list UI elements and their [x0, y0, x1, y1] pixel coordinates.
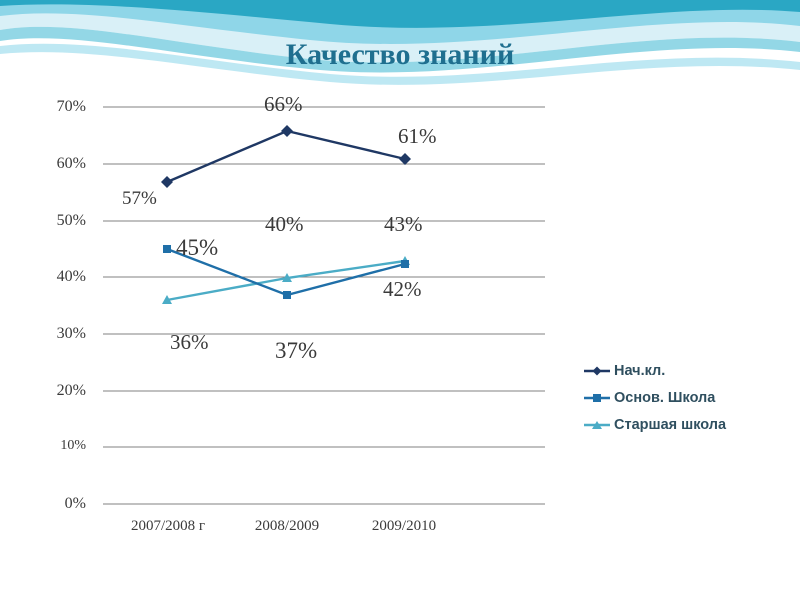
legend-item-osnovnaya-shkola[interactable]: Основ. Школа [584, 384, 764, 411]
legend-item-nachalnye-klassy[interactable]: Нач.кл. [584, 357, 764, 384]
data-label-starsh-2007-2008: 36% [170, 330, 209, 354]
legend-label-starshaya-shkola: Старшая школа [614, 416, 727, 433]
data-label-osnov-2009-2010: 42% [383, 277, 422, 301]
legend-marker-diamond-icon [584, 365, 610, 377]
y-axis-tick-20: 20% [56, 382, 86, 399]
x-axis-category-2008-2009: 2008/2009 [254, 518, 320, 534]
y-axis-tick-70: 70% [56, 98, 86, 115]
legend-label-nachalnye-klassy: Нач.кл. [614, 362, 666, 379]
y-axis-tick-60: 60% [56, 155, 86, 172]
data-label-starsh-2009-2010: 43% [384, 212, 423, 236]
data-label-osnov-2008-2009: 37% [275, 338, 318, 363]
series-line-nachalnye-klassy [166, 129, 406, 184]
gridlines [103, 106, 545, 505]
x-axis-category-2009-2010: 2009/2010 [371, 518, 437, 534]
legend-label-osnovnaya-shkola: Основ. Школа [614, 389, 716, 406]
legend-marker-square-icon [584, 392, 610, 404]
data-label-osnov-2007-2008: 45% [176, 235, 219, 260]
legend-item-starshaya-shkola[interactable]: Старшая школа [584, 411, 764, 438]
data-label-nach-2008-2009: 66% [264, 92, 303, 116]
series-markers-nachalnye-klassy [161, 125, 411, 188]
x-axis-category-2007-2008: 2007/2008 г [130, 518, 206, 534]
page-title: Качество знаний [285, 38, 515, 71]
chart-svg [103, 106, 545, 505]
chart-plot-area: 70% 60% 50% 40% 30% 20% 10% 0% 2007/2008… [0, 80, 800, 560]
data-label-nach-2007-2008: 57% [122, 188, 157, 209]
legend-marker-triangle-icon [584, 419, 610, 431]
y-axis-tick-50: 50% [56, 212, 86, 229]
series-markers-osnovnaya-shkola [163, 245, 409, 299]
chart-legend: Нач.кл. Основ. Школа Старшая школа [584, 357, 764, 438]
y-axis-tick-0: 0% [64, 495, 86, 512]
y-axis-tick-40: 40% [56, 268, 86, 285]
data-label-starsh-2008-2009: 40% [265, 212, 304, 236]
y-axis-tick-30: 30% [56, 325, 86, 342]
data-label-nach-2009-2010: 61% [398, 124, 437, 148]
y-axis-tick-10: 10% [60, 438, 86, 453]
